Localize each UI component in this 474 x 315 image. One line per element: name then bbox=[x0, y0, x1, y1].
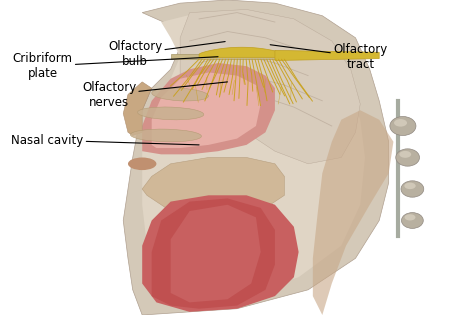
Ellipse shape bbox=[137, 107, 204, 120]
Text: Olfactory
bulb: Olfactory bulb bbox=[108, 40, 225, 67]
Polygon shape bbox=[123, 0, 389, 315]
Ellipse shape bbox=[399, 151, 411, 158]
Ellipse shape bbox=[130, 129, 201, 142]
Polygon shape bbox=[313, 110, 393, 315]
Ellipse shape bbox=[401, 181, 424, 197]
Polygon shape bbox=[142, 158, 284, 214]
Text: Olfactory
tract: Olfactory tract bbox=[270, 43, 387, 71]
Polygon shape bbox=[275, 50, 379, 60]
Polygon shape bbox=[171, 205, 261, 302]
Polygon shape bbox=[180, 9, 360, 164]
Ellipse shape bbox=[404, 214, 415, 220]
Bar bbox=[171, 54, 284, 59]
Polygon shape bbox=[152, 72, 261, 148]
Ellipse shape bbox=[152, 88, 209, 101]
Ellipse shape bbox=[401, 213, 423, 228]
Text: Nasal cavity: Nasal cavity bbox=[11, 134, 199, 147]
Polygon shape bbox=[123, 82, 152, 135]
Ellipse shape bbox=[396, 149, 419, 166]
Ellipse shape bbox=[404, 183, 416, 189]
Polygon shape bbox=[152, 198, 275, 309]
Polygon shape bbox=[199, 47, 284, 57]
Text: Olfactory
nerves: Olfactory nerves bbox=[82, 81, 228, 108]
Text: Cribriform
plate: Cribriform plate bbox=[13, 52, 218, 80]
Ellipse shape bbox=[394, 119, 407, 127]
Polygon shape bbox=[142, 63, 275, 154]
Ellipse shape bbox=[390, 117, 416, 135]
Polygon shape bbox=[142, 195, 299, 312]
Ellipse shape bbox=[128, 158, 156, 170]
Polygon shape bbox=[142, 13, 365, 299]
